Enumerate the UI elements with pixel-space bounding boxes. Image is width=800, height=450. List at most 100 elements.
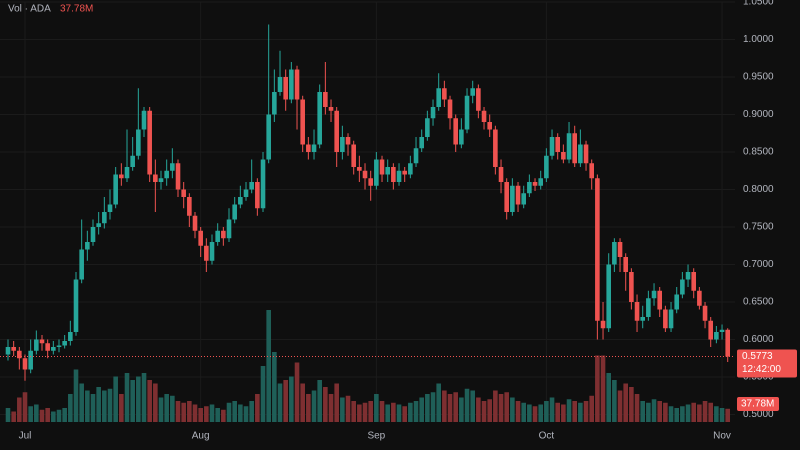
volume-bar [544,401,549,422]
volume-bar [90,394,96,422]
volume-bar [549,397,555,422]
candle-body [640,317,646,321]
volume-bar [141,373,147,422]
volume-bar [617,390,623,422]
candle-body [238,197,243,205]
candle-body [328,107,334,111]
candle-body [391,167,396,182]
volume-bar [158,397,164,422]
candle-body [413,148,419,164]
volume-bar [119,394,124,422]
candle-body [272,92,277,115]
volume-bar [368,401,373,422]
candle-body [651,290,657,299]
volume-bar [198,408,203,422]
candle-body [521,193,526,205]
volume-bar [351,401,356,422]
volume-bar [561,404,566,422]
volume-bar [221,409,226,422]
volume-bar [96,387,101,422]
volume-bar [413,401,419,422]
candle-body [368,178,373,186]
candle-body [402,170,407,175]
candle-body [141,110,147,130]
volume-bar [283,380,288,422]
volume-bar [45,408,50,422]
volume-bar [691,402,697,422]
candle-body [357,167,362,171]
volume-bar [612,380,617,422]
candle-body [294,69,300,100]
volume-bar [374,394,379,422]
volume-tag-value: 37.78M [741,399,774,410]
volume-bar [578,402,583,422]
volume-bar [504,392,509,422]
candle-body [419,137,424,149]
volume-bar [566,399,572,422]
candle-body [158,178,164,182]
candle-body [430,107,436,119]
candle-body [691,272,697,291]
candle-body [243,189,249,197]
y-tick-label: 0.9500 [743,72,774,83]
volume-bar [481,401,487,422]
volume-bar [73,369,79,422]
candle-body [634,302,640,321]
candle-body [657,290,663,310]
candle-body [612,242,617,265]
volume-bar [651,399,657,422]
candle-body [493,129,498,167]
volume-tag [737,397,779,411]
price-tag-value: 0.5773 [742,351,773,362]
candle-body [68,332,73,341]
candle-body [481,110,487,122]
volume-bar [153,383,158,422]
candle-body [436,88,441,107]
candle-body [379,159,385,175]
volume-bar [447,394,453,422]
volume-bar [85,390,90,422]
volume-bar [668,406,674,422]
candle-body [566,133,572,160]
volume-bar [385,404,390,422]
candle-body [124,167,130,179]
candle-body [725,329,731,357]
candle-body [685,272,691,280]
candle-body [702,305,708,321]
candle-body [549,137,555,156]
candle-body [147,110,152,175]
candle-body [487,122,492,130]
candle-body [629,272,634,302]
candle-body [714,332,719,340]
volume-bar [419,397,424,422]
volume-bar [572,401,577,422]
volume-bar [136,376,141,422]
candle-body [408,163,413,175]
y-tick-label: 1.0500 [743,0,774,8]
volume-bar [334,383,339,422]
candle-body [90,227,96,242]
candle-body [555,137,560,152]
volume-bar [708,402,714,422]
volume-bar [340,397,345,422]
candle-body [510,185,515,212]
candle-body [289,69,294,100]
volume-bar [124,373,130,422]
candle-body [17,350,22,359]
volume-bar [442,390,447,422]
candle-body [464,95,470,130]
volume-bar [226,402,232,422]
volume-bar [323,387,328,422]
candle-body [11,347,16,351]
candle-body [175,163,181,190]
volume-bar [685,404,691,422]
candle-body [583,144,589,164]
volume-bar [464,388,470,422]
volume-bar [170,395,175,422]
volume-bar [51,411,56,422]
volume-bar [249,401,254,422]
candle-body [476,88,481,111]
